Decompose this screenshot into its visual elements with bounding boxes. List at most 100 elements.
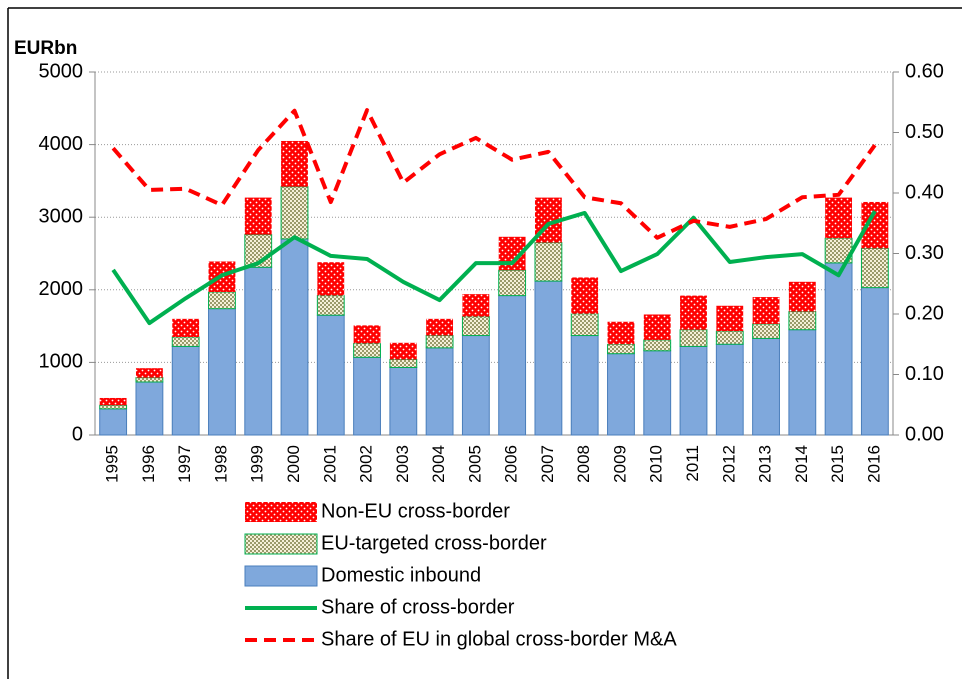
y-axis-title: EURbn bbox=[14, 38, 77, 59]
legend-swatch bbox=[244, 533, 318, 555]
bar-segment bbox=[825, 197, 853, 239]
bar-segment bbox=[679, 345, 708, 436]
bar-segment bbox=[607, 343, 635, 355]
y2-tick-label: 0.20 bbox=[905, 302, 944, 324]
bar-segment bbox=[752, 337, 780, 436]
legend-label: Domestic inbound bbox=[321, 564, 481, 586]
bar-segment bbox=[716, 305, 744, 332]
bar-segment bbox=[425, 335, 454, 349]
bar-segment bbox=[281, 140, 308, 187]
legend-swatch bbox=[245, 502, 317, 522]
bar-segment bbox=[425, 347, 454, 436]
y2-tick-label: 0.30 bbox=[905, 242, 944, 264]
x-tick-label: 1995 bbox=[103, 445, 122, 483]
bar-segment bbox=[788, 311, 817, 331]
bar-segment bbox=[135, 381, 164, 436]
legend-label: Share of cross-border bbox=[321, 596, 515, 618]
bar-segment bbox=[643, 339, 672, 352]
x-tick-label: 2014 bbox=[792, 445, 811, 483]
y-tick-label: 1000 bbox=[39, 351, 84, 373]
x-tick-label: 2006 bbox=[502, 445, 521, 483]
bar-segment bbox=[244, 266, 273, 436]
bar-segment bbox=[860, 247, 889, 289]
x-tick-label: 2001 bbox=[320, 445, 339, 483]
x-tick-label: 2015 bbox=[828, 445, 847, 483]
bar-segment bbox=[752, 297, 780, 324]
bar-segment bbox=[389, 366, 418, 436]
x-tick-label: 2005 bbox=[465, 445, 484, 483]
x-tick-label: 1997 bbox=[175, 445, 194, 483]
bar-segment bbox=[607, 321, 635, 345]
bar-segment bbox=[715, 343, 744, 436]
x-tick-label: 2010 bbox=[647, 445, 666, 483]
x-tick-label: 2000 bbox=[284, 445, 303, 483]
line-series bbox=[111, 210, 877, 326]
bar-segment bbox=[99, 397, 127, 406]
y-tick-label: 4000 bbox=[39, 133, 84, 155]
bar-segment bbox=[680, 295, 707, 330]
bar-segment bbox=[679, 329, 708, 347]
bar-segment bbox=[353, 325, 381, 344]
bar-segment bbox=[461, 316, 490, 337]
x-tick-label: 2013 bbox=[756, 445, 775, 483]
bar-segment bbox=[280, 186, 309, 240]
bar-segment bbox=[715, 330, 744, 345]
bar-segment bbox=[643, 314, 671, 340]
bar-segment bbox=[99, 404, 128, 410]
bar-segment bbox=[316, 314, 345, 436]
bar-segment bbox=[171, 345, 200, 436]
bar-segment bbox=[607, 353, 635, 436]
y-tick-label: 2000 bbox=[39, 278, 84, 300]
bar-segment bbox=[498, 295, 527, 436]
y-tick-label: 5000 bbox=[39, 60, 84, 82]
bar-segment bbox=[570, 313, 599, 337]
y2-tick-label: 0.00 bbox=[905, 423, 944, 445]
bar-segment bbox=[752, 323, 780, 339]
x-tick-label: 2007 bbox=[538, 445, 557, 483]
line-series bbox=[111, 108, 877, 240]
bar-segment bbox=[316, 295, 345, 316]
bar-segment bbox=[571, 277, 599, 314]
bar-segment bbox=[462, 294, 490, 317]
bar-segment bbox=[389, 358, 418, 368]
x-tick-label: 2002 bbox=[357, 445, 376, 483]
bar-segment bbox=[135, 368, 163, 378]
x-tick-label: 1998 bbox=[211, 445, 230, 483]
bar-segment bbox=[208, 308, 236, 436]
bar-segment bbox=[99, 408, 128, 436]
bar-segment bbox=[244, 197, 272, 235]
y2-tick-label: 0.60 bbox=[905, 60, 944, 82]
bar-segment bbox=[824, 262, 853, 436]
y2-tick-label: 0.40 bbox=[905, 181, 944, 203]
y2-tick-label: 0.10 bbox=[905, 363, 944, 385]
bar-segment bbox=[570, 335, 599, 436]
x-tick-label: 2004 bbox=[429, 445, 448, 483]
x-tick-label: 2003 bbox=[393, 445, 412, 483]
legend-swatch bbox=[244, 565, 318, 587]
bar-segment bbox=[353, 356, 381, 436]
x-tick-label: 2011 bbox=[683, 445, 702, 482]
bar-segment bbox=[788, 281, 816, 312]
x-tick-label: 2008 bbox=[574, 445, 593, 483]
bar-segment bbox=[498, 269, 527, 297]
bar-segment bbox=[135, 377, 164, 383]
x-tick-label: 2016 bbox=[864, 445, 883, 483]
bar-segment bbox=[860, 287, 889, 436]
bar-segment bbox=[353, 343, 381, 358]
bar-segment bbox=[426, 318, 454, 336]
y-tick-label: 3000 bbox=[39, 205, 84, 227]
bar-segment bbox=[461, 335, 490, 436]
bar-segment bbox=[172, 318, 200, 337]
x-tick-label: 2012 bbox=[719, 445, 738, 483]
legend-label: EU-targeted cross-border bbox=[321, 532, 547, 554]
bar-segment bbox=[534, 242, 563, 282]
x-tick-label: 2009 bbox=[610, 445, 629, 483]
x-tick-label: 1996 bbox=[139, 445, 158, 483]
bar-segment bbox=[208, 291, 236, 310]
x-tick-label: 1999 bbox=[248, 445, 267, 483]
bar-segment bbox=[534, 280, 563, 436]
bar-segment bbox=[788, 329, 817, 436]
bar-segment bbox=[317, 262, 345, 296]
bar-segment bbox=[280, 238, 309, 436]
